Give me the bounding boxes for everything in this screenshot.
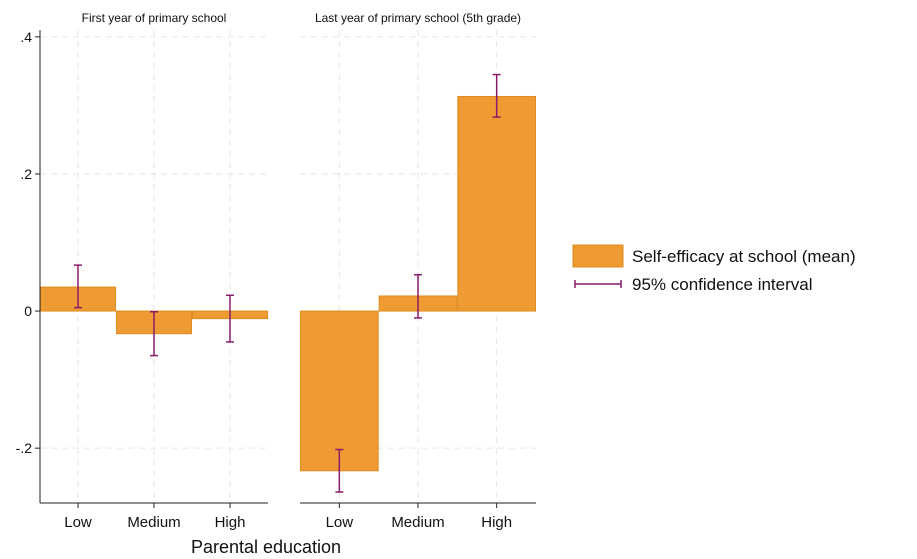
confidence-intervals [74,73,501,493]
legend-label: Self-efficacy at school (mean) [632,247,856,266]
x-category-label: High [215,514,246,531]
legend-bar-swatch [572,244,624,268]
x-category-label: Low [64,514,92,531]
bar-high [457,95,537,312]
x-category-label: Low [326,514,354,531]
y-tick-label: 0 [24,303,32,319]
labels: .4 .2 0 -.2 First year of primary school Low M… [16,11,521,557]
axes [35,30,536,508]
y-tick-label: .2 [20,166,32,182]
x-category-label: Medium [391,514,444,531]
y-tick-label: -.2 [16,440,33,456]
panel-title: First year of primary school [82,11,227,25]
legend: Self-efficacy at school (mean) 95% confid… [572,244,856,294]
x-category-label: High [481,514,512,531]
x-axis-label: Parental education [191,537,341,557]
bars [40,95,537,472]
legend-label: 95% confidence interval [632,275,813,294]
bar-low [300,310,379,472]
panel-title: Last year of primary school (5th grade) [315,11,521,25]
x-category-label: Medium [127,514,180,531]
y-tick-label: .4 [20,29,32,45]
